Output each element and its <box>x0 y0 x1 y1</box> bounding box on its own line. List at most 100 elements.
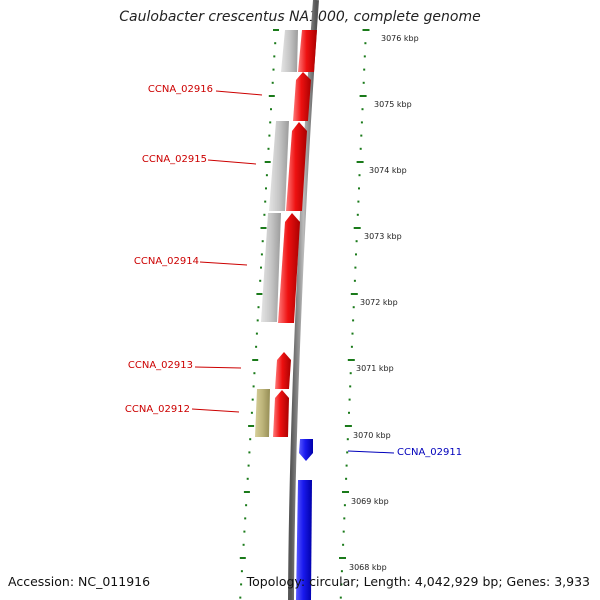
scale-tick-ring <box>339 29 370 599</box>
gene-arrow-ccna-02911 <box>299 439 313 461</box>
minor-tick <box>351 332 354 335</box>
scale-label-3076-kbp: 3076 kbp <box>381 34 419 43</box>
minor-tick <box>264 200 267 203</box>
scale-label-3074-kbp: 3074 kbp <box>369 166 407 175</box>
gene-label-ccna-02916[interactable]: CCNA_02916 <box>148 84 213 95</box>
minor-tick <box>251 398 254 401</box>
label-leader-line <box>191 408 240 413</box>
minor-tick <box>272 68 275 71</box>
gray-feature <box>281 30 298 72</box>
minor-tick <box>355 240 358 243</box>
minor-tick <box>246 477 249 480</box>
minor-tick <box>244 517 247 520</box>
minor-tick <box>359 147 362 150</box>
scale-label-3070-kbp: 3070 kbp <box>353 431 391 440</box>
major-tick <box>342 491 349 493</box>
major-tick <box>356 161 364 163</box>
major-tick <box>353 227 361 229</box>
gene-label-ccna-02911[interactable]: CCNA_02911 <box>397 447 462 458</box>
scale-label-3069-kbp: 3069 kbp <box>351 497 389 506</box>
minor-tick <box>269 121 272 124</box>
minor-tick <box>343 504 346 507</box>
gene-label-ccna-02913[interactable]: CCNA_02913 <box>128 360 193 371</box>
major-tick <box>362 29 370 31</box>
minor-tick <box>247 464 250 467</box>
gene-arrow-ccna-02912 <box>273 390 289 437</box>
minor-tick <box>356 213 359 216</box>
minor-tick <box>343 517 346 520</box>
minor-tick <box>260 253 263 256</box>
minor-tick <box>250 411 253 414</box>
gray-feature <box>261 213 281 322</box>
olive-feature <box>255 389 270 437</box>
label-leader-line <box>194 366 242 369</box>
gene-arrow-ccna-02916 <box>293 72 311 121</box>
minor-tick <box>268 134 271 137</box>
minor-tick <box>352 306 355 309</box>
major-tick <box>344 425 352 427</box>
gene-arrow-ccna-02914 <box>278 213 300 323</box>
minor-tick <box>248 451 251 454</box>
major-tick <box>350 293 358 295</box>
minor-tick <box>363 68 366 71</box>
label-leader-line <box>347 450 395 454</box>
minor-tick <box>349 372 352 375</box>
minor-tick <box>361 108 364 111</box>
minor-tick <box>346 451 349 454</box>
minor-tick <box>270 108 272 111</box>
map-title: Caulobacter crescentus NA1000, complete … <box>119 9 481 25</box>
gene-label-ccna-02915[interactable]: CCNA_02915 <box>142 154 207 165</box>
topology-text: Topology: circular; Length: 4,042,929 bp… <box>246 574 590 589</box>
scale-label-3073-kbp: 3073 kbp <box>364 232 402 241</box>
gene-arrow-ccna-02913 <box>275 352 291 389</box>
minor-tick <box>349 385 352 388</box>
minor-tick <box>360 121 363 124</box>
major-tick <box>268 95 275 97</box>
outer-tick-ring <box>239 29 279 599</box>
minor-tick <box>271 81 274 84</box>
gene-arrow-forward <box>298 30 317 72</box>
minor-tick <box>340 570 343 573</box>
major-tick <box>260 227 267 229</box>
minor-tick <box>267 147 270 150</box>
major-tick <box>273 29 279 31</box>
minor-tick <box>240 570 243 573</box>
minor-tick <box>358 174 361 177</box>
gene-label-ccna-02914[interactable]: CCNA_02914 <box>134 256 199 267</box>
minor-tick <box>354 266 357 269</box>
minor-tick <box>339 596 342 599</box>
label-leader-line <box>215 90 263 96</box>
minor-tick <box>358 187 360 190</box>
minor-tick <box>364 42 367 45</box>
minor-tick <box>261 240 264 243</box>
label-leader-line <box>207 159 257 165</box>
major-tick <box>243 491 250 493</box>
minor-tick <box>259 279 262 282</box>
minor-tick <box>346 438 349 441</box>
minor-tick <box>273 55 276 58</box>
minor-tick <box>256 319 259 322</box>
minor-tick <box>345 477 348 480</box>
minor-tick <box>260 266 262 269</box>
minor-tick <box>342 543 345 546</box>
minor-tick <box>340 583 343 586</box>
gene-arrow-reverse <box>296 480 312 600</box>
gray-feature <box>269 121 289 211</box>
minor-tick <box>362 81 365 84</box>
minor-tick <box>253 372 256 375</box>
minor-tick <box>242 543 245 546</box>
minor-tick <box>342 530 345 533</box>
minor-tick <box>353 279 356 282</box>
minor-tick <box>265 187 267 190</box>
scale-label-3075-kbp: 3075 kbp <box>374 100 412 109</box>
minor-tick <box>255 332 258 335</box>
gene-label-ccna-02912[interactable]: CCNA_02912 <box>125 404 190 415</box>
minor-tick <box>243 530 246 533</box>
minor-tick <box>257 306 260 309</box>
major-tick <box>339 557 346 559</box>
minor-tick <box>352 319 355 322</box>
gene-arrow-ccna-02915 <box>286 122 307 211</box>
minor-tick <box>252 385 255 388</box>
minor-tick <box>348 398 351 401</box>
